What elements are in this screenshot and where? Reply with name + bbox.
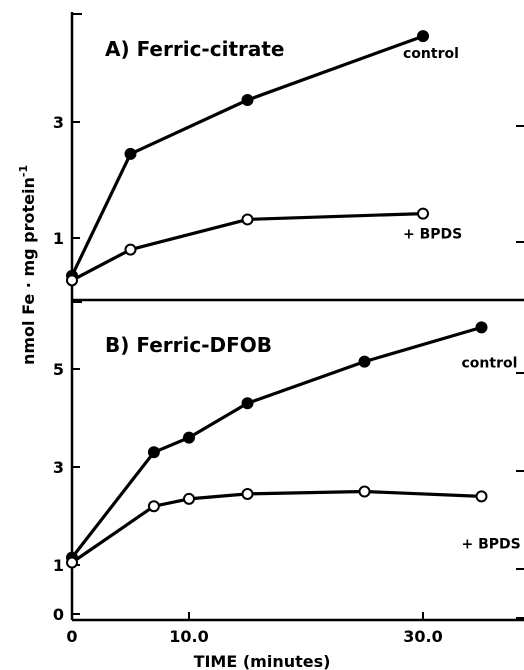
panel-a-data-point <box>417 207 429 220</box>
y-axis-title: nmol Fe · mg protein-1 <box>17 165 38 365</box>
panel-b-title: B) Ferric-DFOB <box>105 333 272 357</box>
panel-a-data-point <box>66 274 78 287</box>
panel-a-data-point <box>124 243 137 256</box>
x-axis-title: TIME (minutes) <box>194 652 331 670</box>
panel-b-y-tick-label: 3 <box>53 458 64 477</box>
panel-b-data-point <box>475 321 488 334</box>
panel-b-data-point <box>183 431 195 444</box>
y-axis-title-text: nmol Fe · mg protein <box>19 177 38 365</box>
panel-b-y-tick-label: 5 <box>53 360 64 379</box>
panel-b-y-tick-label: 0 <box>53 605 64 624</box>
panel-b-data-point <box>241 397 254 410</box>
panel-a-data-point <box>124 147 137 160</box>
panel-b-series-line-control <box>70 325 482 559</box>
panel-b: 0 1 3 5 control + BPDS <box>53 301 524 624</box>
x-axis-ticks: 0 10.0 30.0 <box>66 612 443 646</box>
panel-a-series-line-control <box>70 34 424 277</box>
panel-b-data-point <box>358 485 371 498</box>
panel-b-series-label: control <box>462 355 518 371</box>
panel-a-series-label: control <box>403 46 459 62</box>
panel-b-data-point <box>183 492 195 505</box>
panel-b-series-label: + BPDS <box>462 536 521 552</box>
panel-b-data-point <box>147 446 160 459</box>
panel-a-y-tick-label: 1 <box>53 229 64 248</box>
panel-a-data-point <box>241 93 254 106</box>
panel-b-series-line-bpds <box>71 489 482 564</box>
panel-b-data-point <box>358 355 371 368</box>
panel-a-y-tick-label: 3 <box>53 113 64 132</box>
panel-a-data-point <box>417 30 429 43</box>
svg-text:nmol Fe · mg protein-1: nmol Fe · mg protein-1 <box>17 165 38 365</box>
panel-a-series-line-bpds <box>71 212 424 282</box>
panel-b-data-point <box>147 500 160 513</box>
y-axis-title-superscript: -1 <box>17 165 30 177</box>
panel-b-y-tick-label: 1 <box>53 556 64 575</box>
panel-a-series-label: + BPDS <box>403 227 462 243</box>
plot-layer: 1 3 control + BPDS 0 1 3 5 control + BPDS 0 10.0 30.… <box>53 13 524 646</box>
panel-b-data-point <box>475 490 488 503</box>
x-tick-label: 30.0 <box>403 627 442 646</box>
panel-a: 1 3 control + BPDS <box>53 13 524 287</box>
x-tick-label: 0 <box>66 627 77 646</box>
panel-a-title: A) Ferric-citrate <box>105 37 285 61</box>
x-tick-label: 10.0 <box>169 627 208 646</box>
panel-a-data-point <box>241 213 254 226</box>
panel-b-data-point <box>66 556 78 569</box>
panel-b-data-point <box>241 487 254 500</box>
